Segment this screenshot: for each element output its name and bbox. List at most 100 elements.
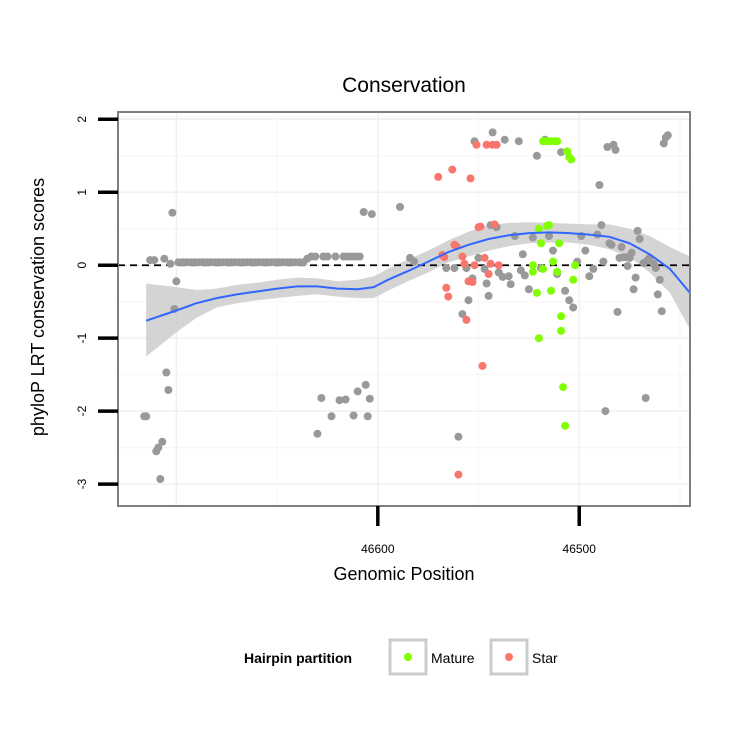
point-mature-7 <box>537 239 545 248</box>
point-other-55 <box>331 252 340 261</box>
point-other-130 <box>623 262 632 270</box>
point-other-61 <box>349 411 358 420</box>
point-mature-19 <box>567 155 576 164</box>
y-tick-label-0: -3 <box>75 478 89 489</box>
point-other-120 <box>603 143 612 151</box>
point-star-3 <box>442 283 451 292</box>
y-tick-label-1: -2 <box>75 405 89 416</box>
series-other <box>140 128 672 483</box>
point-mature-11 <box>549 257 557 266</box>
loess-curve <box>145 231 691 322</box>
point-star-8 <box>454 470 463 479</box>
point-other-56 <box>335 396 344 405</box>
point-other-134 <box>631 273 640 282</box>
point-mature-13 <box>555 239 564 248</box>
point-other-142 <box>651 264 660 273</box>
point-other-72 <box>410 257 419 266</box>
point-other-54 <box>327 412 336 421</box>
point-other-78 <box>464 296 473 305</box>
point-other-138 <box>641 394 650 402</box>
point-star-11 <box>462 315 471 324</box>
grid-layer <box>118 112 690 506</box>
point-other-148 <box>663 131 672 140</box>
point-star-22 <box>484 270 493 278</box>
point-star-4 <box>444 292 453 301</box>
point-star-9 <box>458 252 467 261</box>
point-other-1 <box>142 412 151 421</box>
point-mature-16 <box>561 421 570 430</box>
point-other-143 <box>653 290 662 299</box>
point-other-70 <box>396 202 404 211</box>
point-other-68 <box>365 394 374 403</box>
point-other-63 <box>353 387 362 396</box>
point-other-10 <box>164 386 173 394</box>
point-star-20 <box>480 253 489 262</box>
point-star-21 <box>482 140 491 149</box>
legend: Hairpin partition Mature Star <box>244 638 558 676</box>
point-star-16 <box>472 140 481 149</box>
point-other-50 <box>313 429 322 438</box>
point-other-109 <box>569 303 578 312</box>
point-star-27 <box>494 261 503 270</box>
point-mature-26 <box>547 286 555 295</box>
y-tick-label-3: 0 <box>75 262 89 269</box>
point-star-10 <box>460 259 469 268</box>
points-layer <box>140 128 672 483</box>
point-other-76 <box>458 310 467 319</box>
series-mature <box>528 137 580 430</box>
point-mature-21 <box>571 261 580 270</box>
point-other-5 <box>154 443 163 452</box>
point-other-3 <box>150 256 159 265</box>
point-other-69 <box>367 210 376 219</box>
point-other-112 <box>581 246 590 255</box>
point-mature-8 <box>539 264 547 273</box>
point-other-103 <box>545 232 553 240</box>
point-other-133 <box>629 285 638 294</box>
point-other-73 <box>442 264 451 273</box>
confidence-band <box>146 222 690 357</box>
point-mature-12 <box>553 267 562 276</box>
point-other-75 <box>454 432 463 441</box>
point-other-83 <box>482 279 491 288</box>
point-star-25 <box>490 220 499 229</box>
point-mature-5 <box>553 137 562 146</box>
point-other-12 <box>168 208 177 217</box>
point-other-81 <box>474 253 483 262</box>
point-other-64 <box>355 252 364 261</box>
point-mature-15 <box>559 383 568 392</box>
point-other-9 <box>162 368 171 377</box>
point-star-18 <box>476 222 485 231</box>
point-mature-22 <box>528 261 537 270</box>
point-other-135 <box>633 226 642 235</box>
confidence-band-layer <box>146 222 690 357</box>
point-other-74 <box>450 264 459 273</box>
point-other-106 <box>557 148 566 157</box>
point-star-0 <box>434 172 443 181</box>
point-other-89 <box>498 272 507 281</box>
point-other-67 <box>363 412 372 421</box>
point-other-145 <box>657 307 666 316</box>
point-other-93 <box>510 232 519 240</box>
point-other-49 <box>311 252 320 261</box>
x-tick-label-1: 46500 <box>563 542 597 556</box>
point-other-6 <box>156 475 165 483</box>
point-mature-27 <box>557 312 566 321</box>
point-other-94 <box>514 137 523 146</box>
point-other-90 <box>500 135 509 144</box>
point-other-97 <box>520 271 529 280</box>
point-other-118 <box>599 257 608 266</box>
point-other-132 <box>627 248 636 257</box>
point-other-136 <box>635 235 644 243</box>
legend-key-mature <box>404 653 412 661</box>
y-axis-title: phyloP LRT conservation scores <box>28 178 48 436</box>
point-other-53 <box>323 252 332 261</box>
point-other-96 <box>518 250 527 259</box>
point-star-15 <box>470 261 479 270</box>
point-mature-6 <box>534 224 543 233</box>
point-other-107 <box>561 286 570 295</box>
point-star-5 <box>448 165 457 174</box>
point-other-91 <box>504 272 513 281</box>
point-other-119 <box>601 407 610 416</box>
x-tick-label-0: 46600 <box>361 542 395 556</box>
